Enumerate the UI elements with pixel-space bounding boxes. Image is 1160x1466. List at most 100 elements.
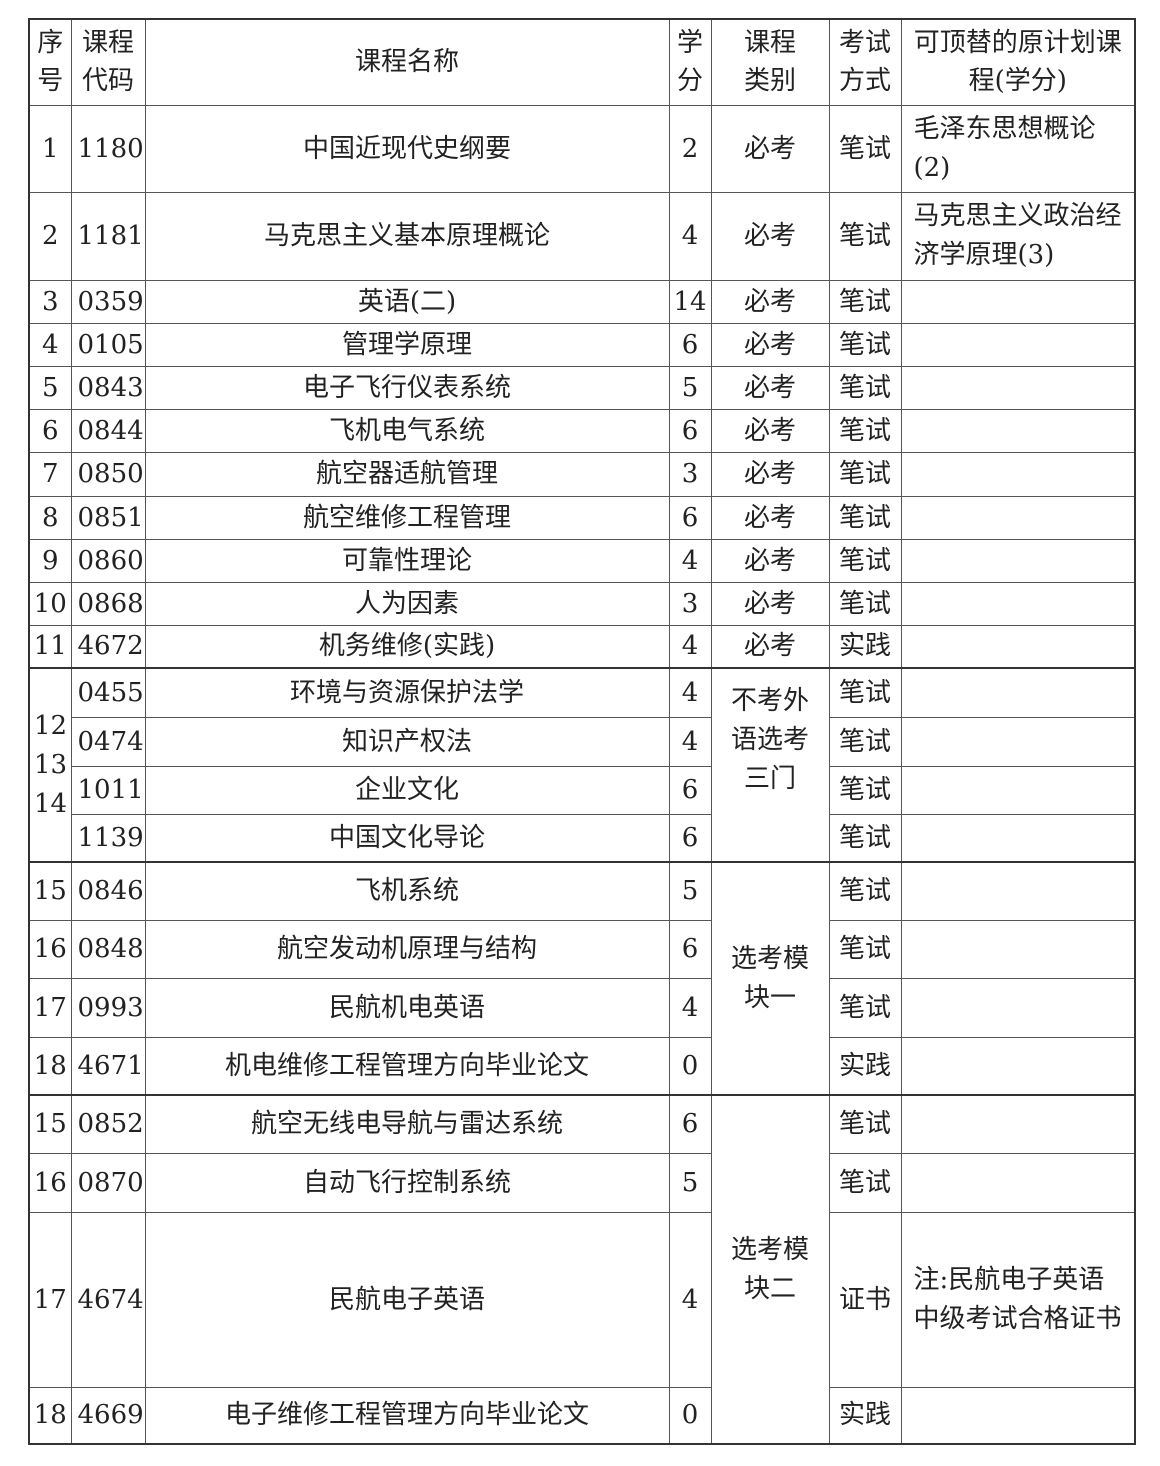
exam-method-cell: 笔试 [828,408,902,453]
credits-cell: 6 [668,1094,712,1154]
code-cell: 0848 [70,919,146,979]
credits-cell: 6 [668,408,712,453]
exam-method-cell: 笔试 [828,861,902,921]
table-row: 2 1181 马克思主义基本原理概论 4 必考 笔试 马克思主义政治经济学原理(3) [28,191,1136,281]
course-name-cell: 航空器适航管理 [144,451,670,497]
header-row: 序号 课程代码 课程名称 学分 课程类别 考试方式 可顶替的原计划课程(学分) [28,18,1136,106]
course-name-cell: 机电维修工程管理方向毕业论文 [144,1036,670,1096]
credits-cell: 6 [668,765,712,815]
credits-cell: 6 [668,322,712,367]
seq-cell: 4 [28,322,72,367]
table-row: 11 4672 机务维修(实践) 4 必考 实践 [28,624,1136,669]
credits-cell: 6 [668,919,712,979]
table-row: 16 0870 自动飞行控制系统 5 笔试 [28,1152,1136,1213]
course-name-cell: 航空维修工程管理 [144,495,670,540]
category-cell: 必考 [710,104,830,193]
code-cell: 0359 [70,279,146,324]
replacement-cell [900,1152,1136,1213]
course-name-cell: 飞机系统 [144,861,670,921]
replacement-cell: 马克思主义政治经济学原理(3) [900,191,1136,281]
code-cell: 4671 [70,1036,146,1096]
header-name: 课程名称 [144,18,670,106]
category-cell: 必考 [710,495,830,540]
course-name-cell: 中国文化导论 [144,813,670,863]
exam-method-cell: 实践 [828,1036,902,1096]
course-name-cell: 民航电子英语 [144,1211,670,1388]
table-row: 9 0860 可靠性理论 4 必考 笔试 [28,538,1136,583]
code-cell: 1011 [70,765,146,815]
credits-cell: 2 [668,104,712,193]
credits-cell: 5 [668,365,712,410]
course-name-cell: 航空发动机原理与结构 [144,919,670,979]
table-row: 15 0846 飞机系统 5 选考模块一 笔试 [28,861,1136,1096]
code-cell: 0850 [70,451,146,497]
credits-cell: 5 [668,1152,712,1213]
seq-cell: 18 [28,1036,72,1096]
exam-method-cell: 笔试 [828,538,902,583]
exam-method-cell: 笔试 [828,581,902,626]
replacement-cell [900,408,1136,453]
code-cell: 0870 [70,1152,146,1213]
code-cell: 1139 [70,813,146,863]
seq-cell: 11 [28,624,72,669]
header-replacement: 可顶替的原计划课程(学分) [900,18,1136,106]
seq-cell: 16 [28,1152,72,1213]
seq-cell: 1 [28,104,72,193]
seq-cell: 7 [28,451,72,497]
replacement-cell [900,813,1136,863]
exam-method-cell: 笔试 [828,322,902,367]
replacement-cell [900,716,1136,767]
credits-cell: 6 [668,813,712,863]
exam-method-cell: 实践 [828,624,902,669]
category-cell: 必考 [710,538,830,583]
exam-method-cell: 笔试 [828,279,902,324]
seq-cell: 3 [28,279,72,324]
code-cell: 1180 [70,104,146,193]
replacement-cell [900,919,1136,979]
code-cell: 4674 [70,1211,146,1388]
seq-cell: 17 [28,977,72,1038]
replacement-cell [900,1094,1136,1154]
exam-method-cell: 笔试 [828,495,902,540]
table-row: 1 1180 中国近现代史纲要 2 必考 笔试 毛泽东思想概论(2) [28,104,1136,193]
replacement-cell [900,322,1136,367]
credits-cell: 4 [668,1211,712,1388]
table-row: 6 0844 飞机电气系统 6 必考 笔试 [28,408,1136,453]
seq-cell: 18 [28,1386,72,1445]
credits-cell: 0 [668,1036,712,1096]
code-cell: 0105 [70,322,146,367]
exam-method-cell: 笔试 [828,919,902,979]
exam-method-cell: 笔试 [828,977,902,1038]
code-cell: 4672 [70,624,146,669]
exam-method-cell: 笔试 [828,765,902,815]
replacement-cell: 毛泽东思想概论(2) [900,104,1136,193]
table-row: 8 0851 航空维修工程管理 6 必考 笔试 [28,495,1136,540]
seq-cell: 16 [28,919,72,979]
category-cell: 必考 [710,322,830,367]
category-cell: 选考模块一 [710,861,830,1096]
exam-method-cell: 笔试 [828,1094,902,1154]
course-name-cell: 环境与资源保护法学 [144,667,670,718]
replacement-cell [900,765,1136,815]
seq-cell: 5 [28,365,72,410]
header-method: 考试方式 [828,18,902,106]
category-cell: 必考 [710,581,830,626]
exam-method-cell: 笔试 [828,1152,902,1213]
table-row: 1139 中国文化导论 6 笔试 [29,813,1136,863]
credits-cell: 4 [668,191,712,281]
exam-method-cell: 实践 [828,1386,902,1445]
category-cell: 必考 [710,191,830,281]
course-name-cell: 电子飞行仪表系统 [144,365,670,410]
code-cell: 0851 [70,495,146,540]
code-cell: 0852 [70,1094,146,1154]
replacement-cell [900,861,1136,921]
table-row: 3 0359 英语(二) 14 必考 笔试 [28,279,1136,324]
replacement-cell [900,667,1136,718]
table-row: 15 0852 航空无线电导航与雷达系统 6 选考模块二 笔试 [28,1094,1136,1445]
code-cell: 0868 [70,581,146,626]
header-credits: 学分 [668,18,712,106]
category-cell: 不考外语选考三门 [710,667,830,863]
exam-method-cell: 笔试 [828,667,902,718]
exam-method-cell: 笔试 [828,451,902,497]
exam-method-cell: 笔试 [828,191,902,281]
